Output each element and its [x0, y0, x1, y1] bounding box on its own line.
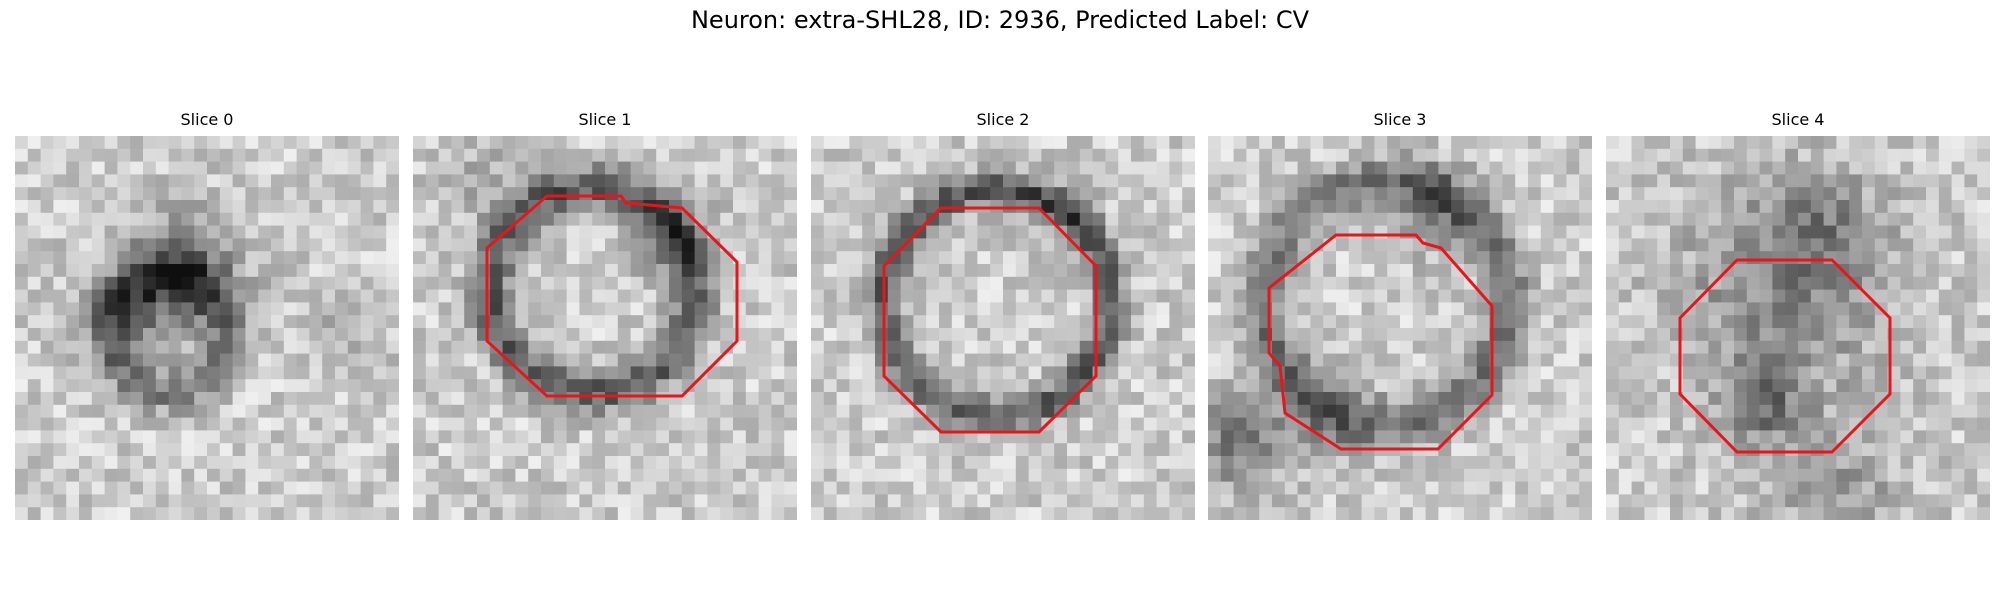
slice-image: [15, 136, 399, 520]
pixel-grid: [15, 136, 399, 520]
pixel-grid: [1208, 136, 1592, 520]
slice-panel: Slice 2: [811, 108, 1195, 520]
segmentation-contour: [1678, 258, 1892, 454]
pixel-grid: [1606, 136, 1990, 520]
slice-title: Slice 2: [976, 110, 1030, 129]
slice-image: [811, 136, 1195, 520]
slice-image: [1208, 136, 1592, 520]
slice-title: Slice 0: [180, 110, 234, 129]
pixel-grid: [413, 136, 797, 520]
slice-title: Slice 3: [1373, 110, 1427, 129]
slice-panel: Slice 4: [1606, 108, 1990, 520]
slice-panel: Slice 0: [15, 108, 399, 520]
figure-title: Neuron: extra-SHL28, ID: 2936, Predicted…: [690, 6, 1310, 34]
slice-panel: Slice 1: [413, 108, 797, 520]
segmentation-contour: [882, 206, 1098, 434]
slice-title: Slice 4: [1771, 110, 1825, 129]
pixel-grid: [811, 136, 1195, 520]
segmentation-contour: [1267, 233, 1494, 451]
slice-image: [1606, 136, 1990, 520]
slice-panel: Slice 3: [1208, 108, 1592, 520]
slice-image: [413, 136, 797, 520]
segmentation-contour: [485, 194, 739, 398]
slice-title: Slice 1: [578, 110, 632, 129]
